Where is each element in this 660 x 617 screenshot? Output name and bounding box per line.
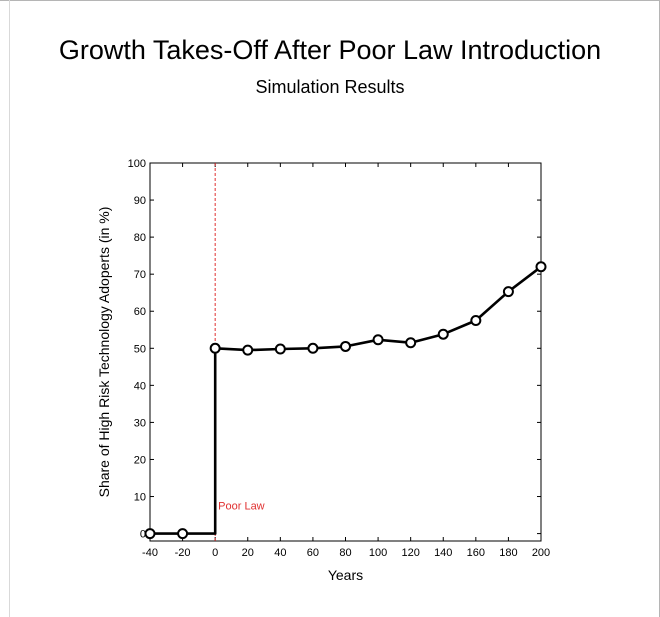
plot-area <box>149 162 542 542</box>
data-point <box>470 315 482 326</box>
x-tick-label: -40 <box>142 547 158 559</box>
x-axis-label: Years <box>328 567 363 583</box>
data-point <box>437 328 449 340</box>
y-tick-label: 90 <box>134 195 146 207</box>
data-point <box>177 528 189 540</box>
data-point <box>144 528 156 540</box>
x-tick-label: -20 <box>175 547 191 559</box>
data-point <box>274 343 286 355</box>
y-tick-label: 80 <box>134 232 146 244</box>
series-markers <box>144 261 547 540</box>
y-tick-label: 20 <box>134 454 146 466</box>
x-tick-label: 180 <box>499 547 517 559</box>
page-border-top <box>0 0 660 1</box>
data-point <box>242 344 254 356</box>
y-tick-label: 50 <box>134 343 146 355</box>
x-tick-label: 40 <box>274 547 286 559</box>
x-tick-label: 200 <box>532 547 550 559</box>
data-point <box>307 342 319 354</box>
y-tick-label: 10 <box>134 492 146 504</box>
chart-title: Growth Takes-Off After Poor Law Introduc… <box>58 35 602 65</box>
y-tick-label: 0 <box>140 529 146 541</box>
x-tick-label: 140 <box>434 547 452 559</box>
page-border-left <box>9 0 10 617</box>
y-tick-label: 30 <box>134 417 146 429</box>
y-tick-label: 100 <box>128 158 146 170</box>
x-tick-label: 100 <box>369 547 387 559</box>
x-tick-label: 60 <box>307 547 319 559</box>
y-tick-label: 60 <box>134 306 146 318</box>
x-tick-label: 160 <box>467 547 485 559</box>
axis-ticks: -40 -20 0 20 40 60 80 100 120 140 160 180 200 0 10 20 30… <box>128 158 551 559</box>
x-tick-label: 0 <box>212 547 218 559</box>
data-point <box>340 340 351 352</box>
chart-subtitle: Simulation Results <box>255 77 405 97</box>
x-tick-label: 120 <box>401 547 419 559</box>
y-axis-label: Share of High Risk Technology Adoperts (… <box>96 207 112 498</box>
data-point <box>209 342 221 354</box>
y-tick-label: 70 <box>134 269 146 281</box>
x-tick-label: 20 <box>242 547 254 559</box>
data-point <box>372 334 384 346</box>
x-tick-label: 80 <box>339 547 351 559</box>
data-point <box>535 261 547 273</box>
y-tick-label: 40 <box>134 380 146 392</box>
data-point <box>405 337 417 349</box>
data-point <box>502 286 514 298</box>
series-line <box>150 265 542 535</box>
poor-law-label: Poor Law <box>218 501 265 513</box>
